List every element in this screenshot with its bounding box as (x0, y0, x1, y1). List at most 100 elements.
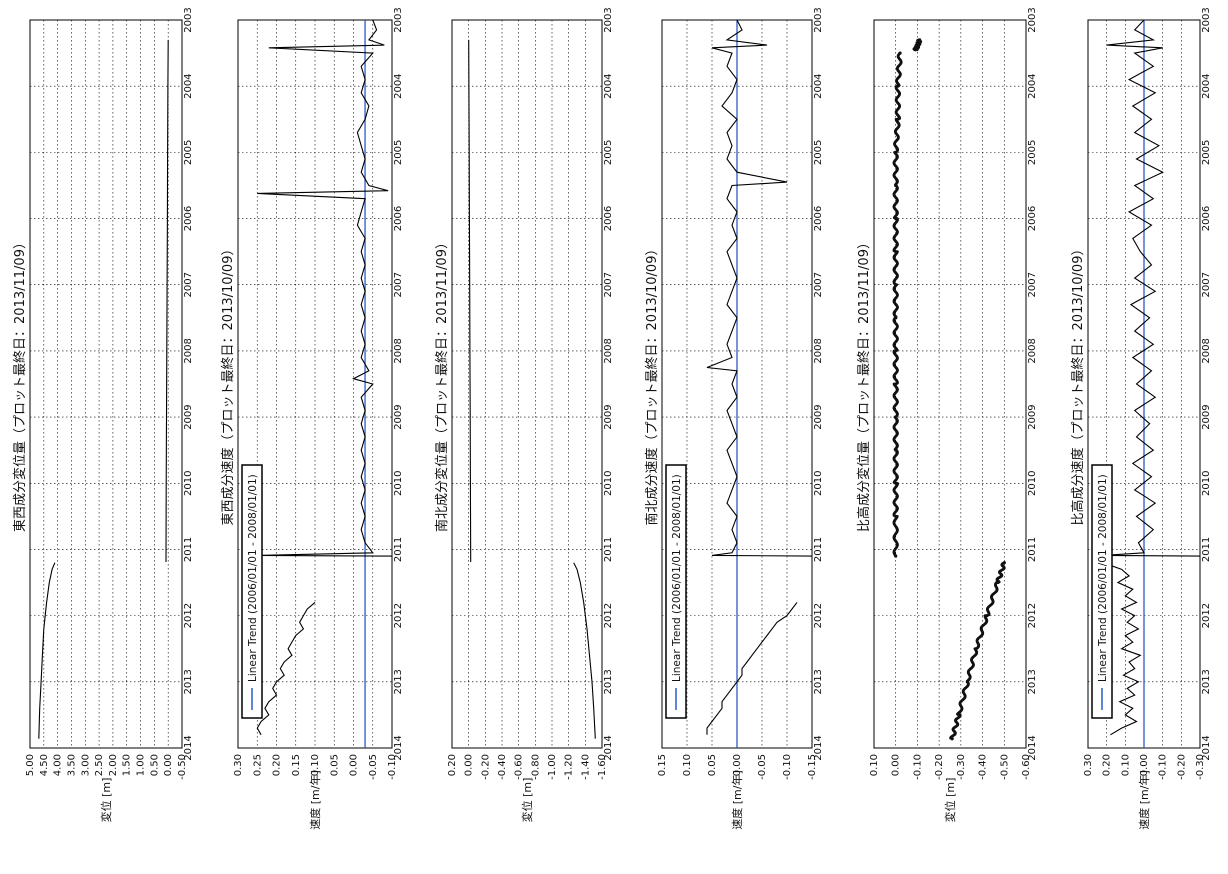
x-tick-label: 2011 (183, 537, 194, 562)
series-line (706, 19, 813, 557)
x-tick-label: 2014 (603, 735, 614, 760)
x-tick-label: 2007 (393, 272, 404, 297)
y-tick-label: 0.00 (891, 754, 902, 776)
x-tick-label: 2006 (393, 206, 404, 231)
x-tick-label: 2008 (183, 338, 194, 363)
y-tick-label: -1.00 (547, 754, 558, 780)
chart-1: 5.00 4.50 4.00 3.50 3.00 2.50 2.00 1.50 1.00 0.50… (12, 7, 194, 822)
y-tick-label: -1.40 (580, 754, 591, 780)
plot-frame (29, 19, 183, 749)
chart-2: 0.30 0.25 0.20 0.15 0.10 0.05 0.00 -0.05 -0.1020… (220, 7, 404, 829)
x-tick-label: 2008 (603, 338, 614, 363)
y-tick-label: 0.00 (163, 754, 174, 776)
legend-box (241, 464, 263, 719)
series-line (257, 19, 393, 557)
x-tick-label: 2009 (603, 404, 614, 429)
chart-title: 比高成分変位量（プロット最終日：2013/11/09） (856, 236, 872, 532)
y-tick-label: 0.10 (310, 754, 321, 776)
legend-label: Linear Trend (2006/01/01 - 2008/01/01) (671, 474, 683, 682)
x-tick-label: 2006 (813, 206, 824, 231)
data-point (985, 614, 989, 618)
chart-title: 南北成分速度（プロット最終日：2013/10/09） (644, 243, 660, 526)
x-tick-label: 2009 (1201, 404, 1212, 429)
x-tick-label: 2013 (1027, 669, 1038, 694)
data-point (974, 647, 978, 651)
series-line (468, 39, 472, 563)
chart-6: 0.30 0.20 0.10 0.00 -0.10 -0.20 -0.30 2003 2004 2… (1070, 7, 1212, 829)
y-tick-label: 0.00 (732, 754, 743, 776)
series-line (573, 562, 596, 739)
chart-title: 東西成分速度（プロット最終日：2013/10/09） (220, 243, 236, 526)
y-tick-label: -0.10 (782, 754, 793, 780)
y-tick-label: 0.30 (1083, 754, 1094, 776)
x-tick-label: 2006 (1201, 206, 1212, 231)
y-tick-label: 0.30 (233, 754, 244, 776)
x-tick-label: 2008 (1201, 338, 1212, 363)
data-point (918, 38, 922, 42)
x-tick-label: 2004 (813, 73, 824, 98)
y-tick-label: -0.30 (956, 754, 967, 780)
x-tick-label: 2004 (183, 73, 194, 98)
x-tick-label: 2004 (603, 73, 614, 98)
x-tick-label: 2005 (1201, 140, 1212, 165)
y-tick-label: 0.25 (252, 754, 263, 776)
x-tick-label: 2004 (393, 73, 404, 98)
x-tick-label: 2011 (813, 537, 824, 562)
x-tick-label: 2003 (813, 7, 824, 32)
y-tick-label: 0.10 (1120, 754, 1131, 776)
y-tick-label: -0.50 (177, 754, 188, 780)
x-tick-label: 2013 (1201, 669, 1212, 694)
chart-3: 0.20 0.00 -0.20 -0.40 -0.60 -0.80 -1.00 -1.20 -1… (434, 7, 614, 822)
y-tick-label: -0.50 (999, 754, 1010, 780)
x-tick-label: 2013 (813, 669, 824, 694)
x-tick-label: 2014 (1027, 735, 1038, 760)
data-point (896, 84, 900, 88)
x-tick-label: 2008 (1027, 338, 1038, 363)
legend-box (1091, 464, 1113, 719)
y-tick-label: -0.40 (978, 754, 989, 780)
y-tick-label: 0.15 (657, 754, 668, 776)
x-tick-label: 2009 (393, 404, 404, 429)
data-point (950, 737, 954, 741)
chart-title: 東西成分変位量（プロット最終日：2013/11/09） (12, 236, 28, 532)
x-tick-label: 2009 (183, 404, 194, 429)
y-tick-label: 0.00 (349, 754, 360, 776)
x-tick-label: 2006 (1027, 206, 1038, 231)
series-line (1102, 562, 1142, 736)
x-tick-label: 2010 (183, 471, 194, 496)
series-line (38, 562, 56, 739)
data-point (894, 349, 898, 353)
x-tick-label: 2012 (1027, 603, 1038, 628)
data-point (894, 481, 898, 485)
data-point (894, 514, 898, 518)
y-tick-label: -1.20 (564, 754, 575, 780)
x-tick-label: 2012 (183, 603, 194, 628)
x-tick-label: 2009 (813, 404, 824, 429)
data-point (957, 713, 961, 717)
y-tick-label: -0.30 (1195, 754, 1206, 780)
legend: Linear Trend (2006/01/01 - 2008/01/01) (241, 464, 263, 719)
y-axis-label: 速度 [m/年] (1137, 770, 1151, 830)
x-tick-label: 2003 (183, 7, 194, 32)
y-tick-label: 0.20 (1102, 754, 1113, 776)
data-point (894, 448, 898, 452)
data-point (898, 51, 902, 55)
y-tick-label: -0.20 (1176, 754, 1187, 780)
x-tick-label: 2013 (603, 669, 614, 694)
y-tick-label: 0.15 (291, 754, 302, 776)
y-tick-label: 0.00 (464, 754, 475, 776)
y-tick-label: -0.60 (514, 754, 525, 780)
x-tick-label: 2005 (393, 140, 404, 165)
y-axis-label: 変位 [m] (99, 778, 113, 823)
x-tick-label: 2012 (1201, 603, 1212, 628)
x-tick-label: 2010 (603, 471, 614, 496)
x-tick-label: 2014 (813, 735, 824, 760)
y-tick-label: 1.00 (136, 754, 147, 776)
data-point (894, 283, 898, 287)
y-tick-label: 4.50 (39, 754, 50, 776)
x-tick-label: 2007 (183, 272, 194, 297)
y-tick-label: -0.10 (1158, 754, 1169, 780)
y-tick-label: -0.10 (912, 754, 923, 780)
plot-frame (873, 19, 1027, 749)
